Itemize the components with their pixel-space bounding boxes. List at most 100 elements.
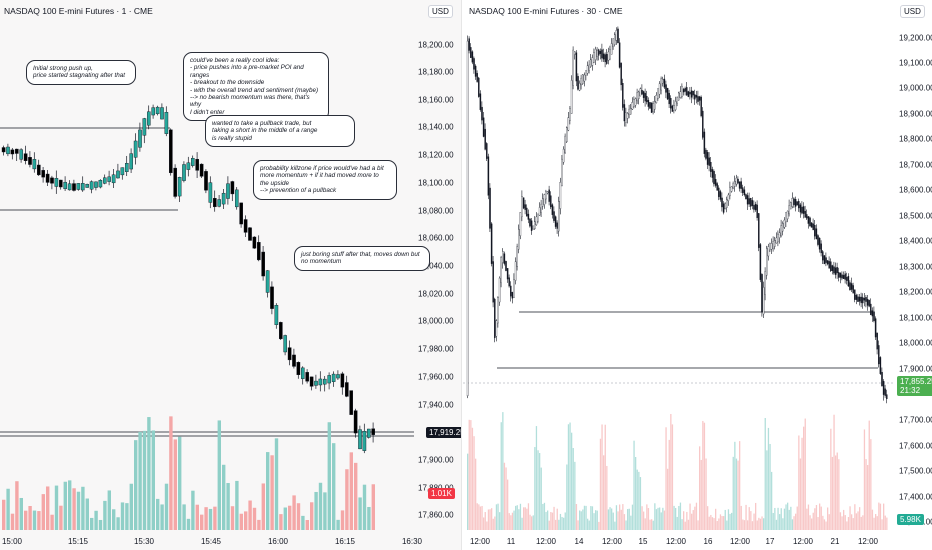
candle-body xyxy=(772,241,774,249)
volume-bar xyxy=(327,422,331,530)
volume-bar xyxy=(678,506,680,530)
candle-body xyxy=(538,207,541,216)
volume-bar xyxy=(116,517,120,530)
note-boring-stuff[interactable]: just boring stuff after that, moves down… xyxy=(294,246,430,271)
note-probability-killzone[interactable]: probability killzone if price would've h… xyxy=(253,160,397,200)
candle-body xyxy=(839,272,842,278)
volume-bar xyxy=(213,506,217,530)
candle-body xyxy=(529,218,531,227)
candle-body xyxy=(841,274,843,279)
candle-body xyxy=(804,210,806,218)
volume-bar xyxy=(627,509,629,530)
candle-body xyxy=(644,93,646,102)
volume-bar xyxy=(817,517,819,530)
volume-bar xyxy=(755,502,757,530)
candle-body xyxy=(558,201,560,232)
candle-body xyxy=(476,72,478,82)
candle-body xyxy=(617,28,619,44)
candle-body xyxy=(724,203,726,210)
volume-bar xyxy=(559,513,562,530)
volume-bar xyxy=(675,507,677,530)
time-tick: 15:00 xyxy=(1,537,23,546)
right-time-axis[interactable]: 12:00 11 12:00 14 12:00 15 12:00 16 12:0… xyxy=(463,532,932,550)
volume-bar xyxy=(636,469,638,530)
left-chart-pane[interactable]: NASDAQ 100 E-mini Futures · 1 · CME USD … xyxy=(0,0,462,550)
volume-bar xyxy=(671,424,674,530)
volume-bar xyxy=(138,431,142,530)
time-tick: 15:15 xyxy=(67,537,89,546)
volume-bar xyxy=(288,505,292,530)
candle-body xyxy=(679,91,682,98)
right-chart-pane[interactable]: NASDAQ 100 E-mini Futures · 30 · CME USD… xyxy=(463,0,932,550)
volume-bar xyxy=(804,418,806,530)
time-tick: 12:00 xyxy=(601,537,623,546)
candle-body xyxy=(564,135,566,153)
right-last-price: 17,855.25 xyxy=(900,377,932,386)
candle-body xyxy=(37,164,41,176)
candle-body xyxy=(323,378,327,385)
candle-body xyxy=(759,244,762,280)
candle-body xyxy=(663,78,666,88)
volume-bar xyxy=(708,516,710,530)
volume-bar xyxy=(867,465,869,530)
candle-body xyxy=(647,100,650,107)
right-price-axis[interactable]: 19,200.00 19,100.00 19,000.00 18,900.00 … xyxy=(895,0,932,550)
left-price-axis[interactable]: 18,200.00 18,180.00 18,160.00 18,140.00 … xyxy=(414,0,461,550)
candle-body xyxy=(470,47,472,58)
volume-bar xyxy=(494,516,496,530)
candle-body xyxy=(540,203,542,213)
candle-body xyxy=(705,149,707,159)
volume-bar xyxy=(865,459,867,530)
volume-bar xyxy=(169,416,173,530)
price-tick: 18,100.00 xyxy=(418,178,454,188)
candle-body xyxy=(497,297,499,324)
candle-body xyxy=(612,38,614,47)
left-currency-label[interactable]: USD xyxy=(428,5,453,18)
note-initial-push[interactable]: Initial strong push up, price started st… xyxy=(26,60,136,85)
volume-bar xyxy=(532,515,534,530)
volume-bar xyxy=(583,505,586,530)
volume-bar xyxy=(785,504,787,530)
candle-body xyxy=(830,261,832,271)
candle-body xyxy=(199,163,204,177)
candle-body xyxy=(857,296,859,302)
volume-bar xyxy=(362,484,367,530)
candle-body xyxy=(89,181,94,190)
note-cool-idea[interactable]: could've been a really cool idea: - pric… xyxy=(183,52,329,122)
candle-body xyxy=(639,88,642,97)
volume-bar xyxy=(615,505,618,530)
time-tick: 12:00 xyxy=(729,537,751,546)
volume-bar xyxy=(763,518,765,530)
candle-body xyxy=(642,91,645,98)
candle-body xyxy=(63,181,67,190)
volume-bar xyxy=(332,443,336,530)
volume-bar xyxy=(750,511,752,530)
candle-body xyxy=(758,213,760,248)
volume-bar xyxy=(587,518,589,530)
note-pullback-trade[interactable]: wanted to take a pullback trade, but tak… xyxy=(205,115,355,148)
right-chart-title: NASDAQ 100 E-mini Futures · 30 · CME xyxy=(469,6,623,16)
candle-body xyxy=(812,223,814,231)
candle-body xyxy=(662,78,664,84)
volume-bar xyxy=(883,503,885,530)
candle-body xyxy=(287,347,292,361)
volume-bar xyxy=(505,467,507,530)
volume-bar xyxy=(734,441,736,530)
candle-body xyxy=(796,201,798,206)
candle-body xyxy=(577,76,579,90)
volume-bar xyxy=(553,506,555,530)
volume-bar xyxy=(841,516,843,530)
volume-bar xyxy=(740,505,742,530)
right-volume-badge: 5.98K xyxy=(897,514,924,525)
volume-bar xyxy=(707,506,709,530)
right-currency-label[interactable]: USD xyxy=(900,5,925,18)
left-chart-canvas[interactable] xyxy=(0,0,462,550)
candle-body xyxy=(265,270,270,293)
left-time-axis[interactable]: 15:00 15:15 15:30 15:45 16:00 16:15 16:3… xyxy=(0,532,461,550)
price-tick: 18,600.00 xyxy=(899,185,932,195)
right-chart-canvas[interactable] xyxy=(463,0,932,550)
volume-bar xyxy=(556,508,558,530)
volume-bar xyxy=(617,511,619,530)
volume-bar xyxy=(487,509,490,530)
volume-bar xyxy=(68,480,72,530)
